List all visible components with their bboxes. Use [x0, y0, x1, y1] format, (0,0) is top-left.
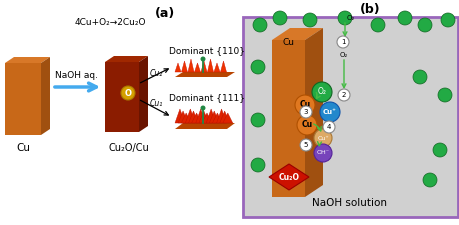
Circle shape	[252, 18, 266, 32]
Polygon shape	[188, 111, 198, 123]
Circle shape	[437, 88, 451, 102]
Text: Cu: Cu	[282, 38, 294, 47]
Polygon shape	[207, 59, 213, 72]
Text: 1: 1	[340, 39, 345, 45]
Polygon shape	[206, 109, 216, 123]
Text: Cu⁺: Cu⁺	[322, 109, 336, 115]
Circle shape	[397, 11, 411, 25]
Circle shape	[313, 129, 331, 147]
Polygon shape	[174, 63, 180, 72]
Text: OH⁻: OH⁻	[316, 151, 329, 155]
Text: Cu₂O/Cu: Cu₂O/Cu	[108, 143, 149, 153]
Circle shape	[336, 36, 348, 48]
Polygon shape	[188, 59, 194, 72]
Circle shape	[313, 144, 331, 162]
Polygon shape	[196, 109, 205, 123]
Polygon shape	[271, 40, 304, 197]
Circle shape	[200, 106, 205, 110]
Text: 2: 2	[341, 92, 346, 98]
Text: Cu₁: Cu₁	[150, 99, 163, 108]
Polygon shape	[212, 113, 222, 123]
Circle shape	[251, 158, 264, 172]
Text: NaOH solution: NaOH solution	[312, 198, 386, 208]
FancyBboxPatch shape	[242, 17, 457, 217]
Circle shape	[440, 13, 454, 27]
Polygon shape	[174, 72, 235, 77]
Polygon shape	[174, 109, 185, 123]
Text: 5: 5	[303, 142, 308, 148]
Polygon shape	[5, 57, 50, 63]
Polygon shape	[220, 61, 226, 72]
Circle shape	[432, 143, 446, 157]
Circle shape	[370, 18, 384, 32]
Text: NaOH aq.: NaOH aq.	[56, 71, 98, 80]
Text: Cu⁺: Cu⁺	[317, 135, 328, 140]
Polygon shape	[202, 113, 212, 123]
Text: O₂: O₂	[317, 88, 326, 97]
Polygon shape	[201, 61, 207, 72]
Circle shape	[311, 82, 331, 102]
Polygon shape	[216, 109, 226, 123]
Text: O₂: O₂	[339, 52, 347, 58]
Polygon shape	[181, 113, 190, 123]
Circle shape	[251, 113, 264, 127]
Text: 4: 4	[326, 124, 330, 130]
Circle shape	[422, 173, 436, 187]
Polygon shape	[213, 63, 219, 72]
Polygon shape	[191, 113, 201, 123]
Circle shape	[299, 139, 311, 151]
Circle shape	[337, 11, 351, 25]
Circle shape	[337, 89, 349, 101]
Polygon shape	[139, 56, 148, 132]
Polygon shape	[194, 63, 200, 72]
Text: (a): (a)	[155, 7, 175, 20]
Text: Cu₂: Cu₂	[150, 68, 163, 77]
Polygon shape	[181, 61, 187, 72]
Text: Dominant {111}: Dominant {111}	[168, 93, 245, 102]
Polygon shape	[105, 56, 148, 62]
Polygon shape	[271, 28, 322, 40]
Text: Dominant {110}: Dominant {110}	[168, 46, 245, 55]
Polygon shape	[185, 109, 195, 123]
Circle shape	[297, 115, 316, 135]
Text: O₂: O₂	[346, 15, 354, 21]
Circle shape	[200, 56, 205, 61]
Polygon shape	[219, 111, 229, 123]
Polygon shape	[209, 111, 219, 123]
Text: 3: 3	[303, 109, 308, 115]
Circle shape	[251, 60, 264, 74]
Polygon shape	[174, 123, 235, 129]
Text: Cu: Cu	[301, 121, 312, 130]
Circle shape	[121, 86, 134, 100]
Circle shape	[322, 121, 334, 133]
Polygon shape	[178, 111, 188, 123]
Text: O: O	[124, 88, 131, 97]
Polygon shape	[269, 164, 308, 190]
Polygon shape	[105, 62, 139, 132]
Circle shape	[412, 70, 426, 84]
Text: (b): (b)	[359, 3, 380, 16]
Circle shape	[319, 102, 339, 122]
Polygon shape	[5, 63, 41, 135]
Circle shape	[302, 13, 316, 27]
Circle shape	[417, 18, 431, 32]
Circle shape	[299, 106, 311, 118]
Polygon shape	[198, 111, 208, 123]
Circle shape	[272, 11, 286, 25]
Polygon shape	[222, 113, 232, 123]
Polygon shape	[41, 57, 50, 135]
Circle shape	[294, 95, 314, 115]
Text: Cu: Cu	[16, 143, 30, 153]
Text: Cu₂O: Cu₂O	[278, 173, 299, 182]
Text: Cu: Cu	[299, 101, 310, 110]
Text: 4Cu+O₂→2Cu₂O: 4Cu+O₂→2Cu₂O	[74, 18, 146, 27]
Polygon shape	[304, 28, 322, 197]
